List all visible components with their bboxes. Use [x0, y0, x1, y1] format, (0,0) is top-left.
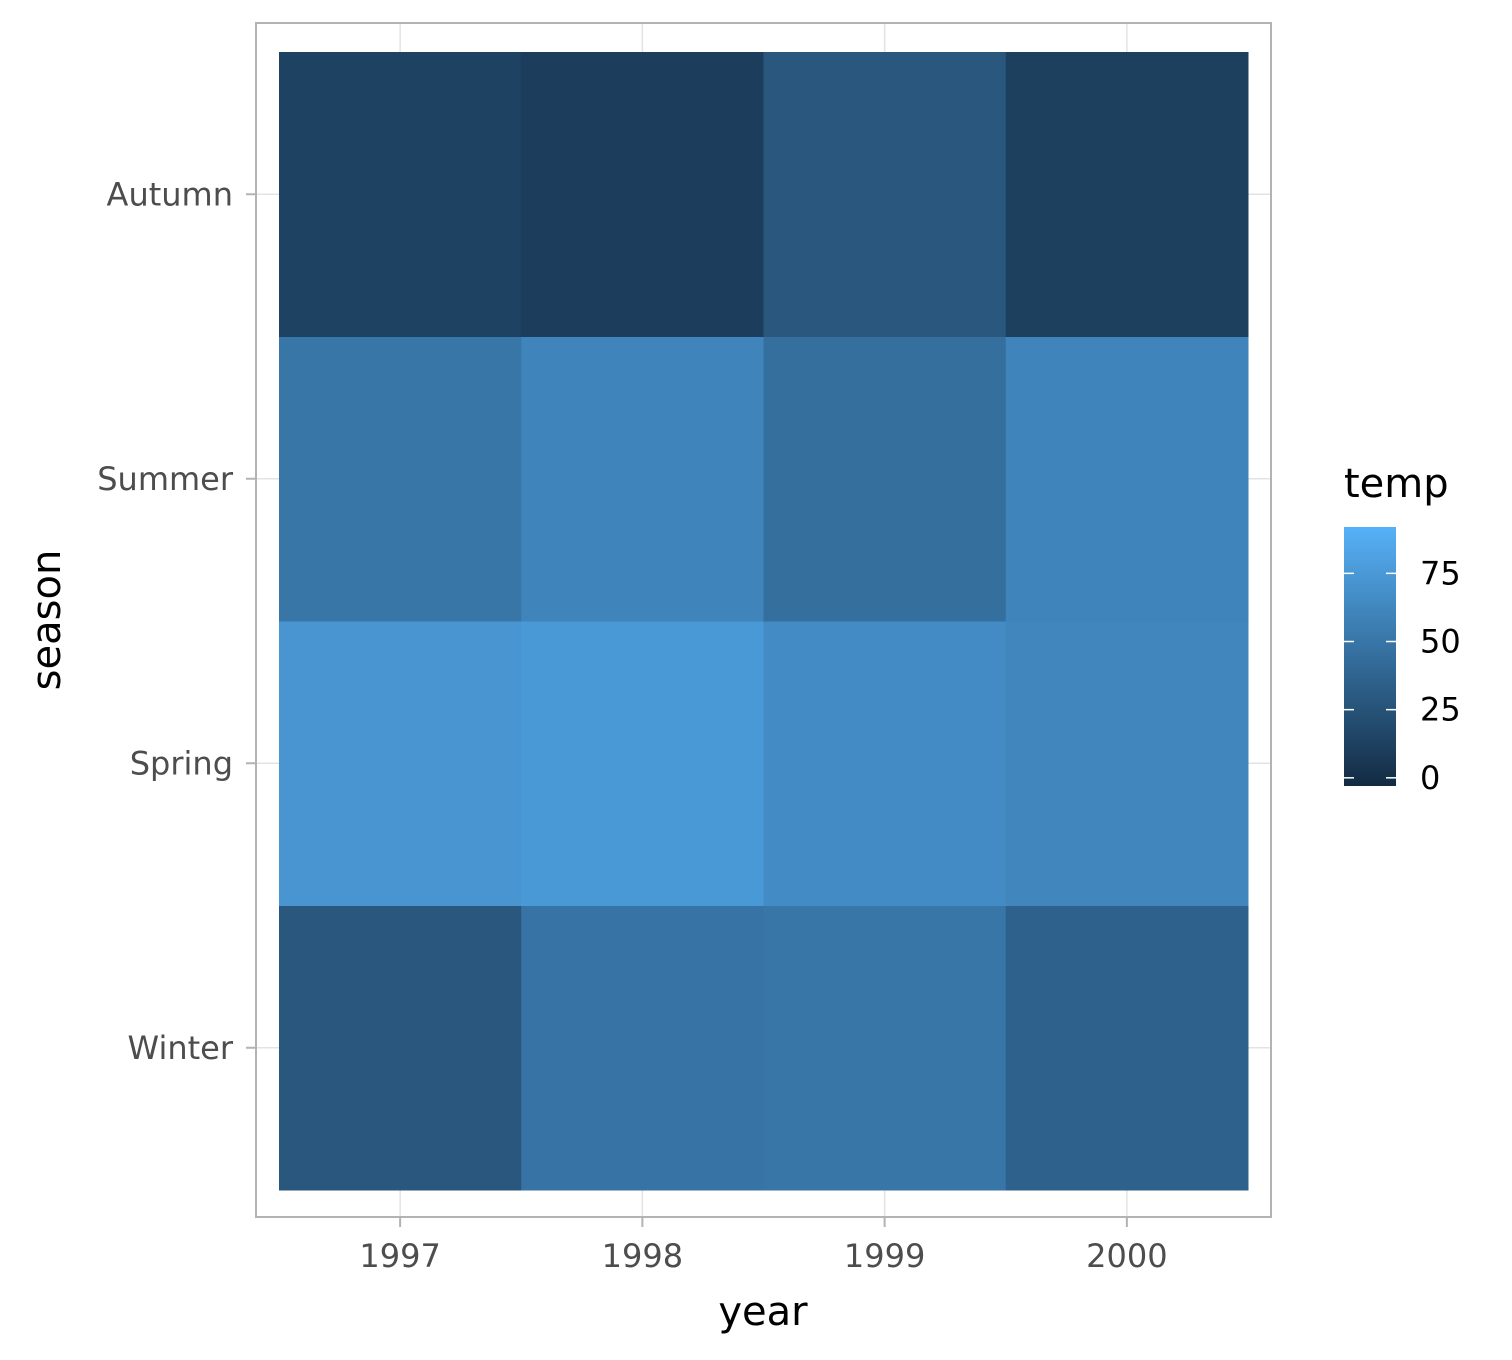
heatmap-cell-summer-2000: [1005, 336, 1249, 622]
heatmap-cell-spring-1997: [279, 621, 522, 906]
x-axis-title: year: [718, 1289, 808, 1335]
heatmap-cell-autumn-1997: [279, 52, 522, 337]
y-tick-label: Winter: [128, 1029, 234, 1067]
legend-tick-label: 50: [1420, 623, 1461, 661]
heatmap-cell-autumn-1998: [521, 52, 764, 337]
legend-colorbar: [1344, 527, 1396, 786]
heatmap-cell-winter-1998: [521, 905, 764, 1191]
color-legend: temp 0 25 50 75: [1344, 461, 1461, 797]
y-tick-label: Spring: [130, 744, 233, 782]
heatmap-cell-summer-1997: [279, 336, 522, 622]
heatmap-cell-winter-1997: [279, 905, 522, 1191]
x-tick-label: 2000: [1086, 1237, 1167, 1275]
y-tick-label: Summer: [97, 460, 234, 498]
y-tick-label: Autumn: [107, 175, 233, 213]
legend-tick-label: 0: [1420, 759, 1440, 797]
heatmap-cell-winter-1999: [763, 905, 1007, 1191]
y-axis: Winter Spring Summer Autumn: [97, 175, 256, 1067]
heatmap-cell-summer-1998: [521, 336, 764, 622]
heatmap-cell-spring-1999: [763, 621, 1007, 906]
heatmap-cell-spring-1998: [521, 621, 764, 906]
heatmap-cell-summer-1999: [763, 336, 1007, 622]
legend-tick-label: 75: [1420, 554, 1461, 592]
heatmap-cell-autumn-2000: [1005, 52, 1249, 337]
x-axis: 1997 1998 1999 2000: [359, 1217, 1168, 1275]
legend-ticks: 0 25 50 75: [1344, 554, 1461, 797]
legend-tick-label: 25: [1420, 691, 1461, 729]
heatmap-cells: [279, 52, 1249, 1191]
x-tick-label: 1999: [844, 1237, 925, 1275]
x-tick-label: 1998: [602, 1237, 683, 1275]
heatmap-cell-autumn-1999: [763, 52, 1007, 337]
heatmap-cell-winter-2000: [1005, 905, 1249, 1191]
y-axis-title: season: [24, 550, 70, 691]
x-tick-label: 1997: [359, 1237, 440, 1275]
legend-title: temp: [1344, 461, 1449, 507]
heatmap-cell-spring-2000: [1005, 621, 1249, 906]
panel-border: [255, 22, 1272, 1218]
